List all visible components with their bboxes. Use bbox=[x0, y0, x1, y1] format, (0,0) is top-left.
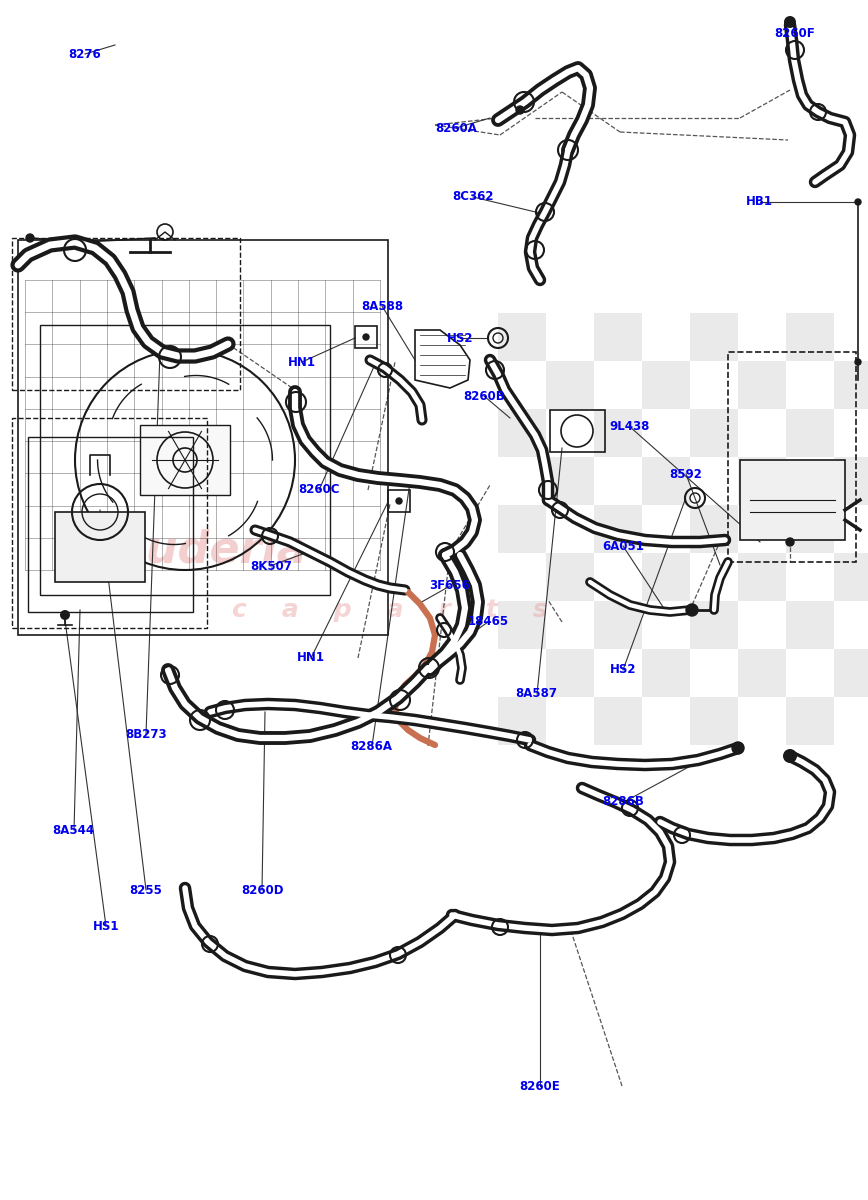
Text: 8592: 8592 bbox=[669, 468, 702, 480]
Bar bbox=[550, 410, 605, 452]
Bar bbox=[786, 601, 834, 649]
Text: 8255: 8255 bbox=[129, 884, 162, 896]
Text: 8A544: 8A544 bbox=[53, 824, 95, 836]
Bar bbox=[355, 326, 377, 348]
Text: 8286A: 8286A bbox=[351, 740, 392, 752]
Text: 3F656: 3F656 bbox=[429, 580, 470, 592]
Bar bbox=[40, 325, 330, 595]
Circle shape bbox=[784, 16, 796, 28]
Circle shape bbox=[396, 498, 402, 504]
Circle shape bbox=[855, 199, 861, 205]
Text: HB1: HB1 bbox=[746, 196, 773, 208]
Text: 8260B: 8260B bbox=[464, 390, 505, 402]
Bar bbox=[498, 697, 546, 745]
Text: HS1: HS1 bbox=[93, 920, 119, 932]
Bar bbox=[12, 238, 240, 390]
Bar bbox=[546, 553, 594, 601]
Text: 8A588: 8A588 bbox=[361, 300, 403, 312]
Bar bbox=[594, 697, 642, 745]
Bar bbox=[594, 505, 642, 553]
Text: 18465: 18465 bbox=[467, 616, 509, 628]
Text: 8286B: 8286B bbox=[602, 796, 644, 808]
Bar bbox=[738, 649, 786, 697]
Bar bbox=[12, 418, 207, 628]
Bar bbox=[738, 457, 786, 505]
Bar bbox=[498, 601, 546, 649]
Text: c    a    p    a    r    t    s: c a p a r t s bbox=[232, 598, 548, 622]
Text: 8260A: 8260A bbox=[435, 122, 477, 134]
Text: HN1: HN1 bbox=[288, 356, 316, 368]
Bar bbox=[728, 352, 856, 562]
Circle shape bbox=[786, 538, 794, 546]
Bar bbox=[834, 553, 868, 601]
Text: HS2: HS2 bbox=[610, 664, 636, 676]
Text: 8K507: 8K507 bbox=[250, 560, 292, 572]
Text: 8C362: 8C362 bbox=[452, 191, 494, 203]
Bar bbox=[786, 409, 834, 457]
Text: 6A051: 6A051 bbox=[602, 540, 644, 552]
Bar bbox=[690, 409, 738, 457]
Bar bbox=[834, 361, 868, 409]
Bar bbox=[498, 313, 546, 361]
Bar bbox=[786, 505, 834, 553]
Circle shape bbox=[732, 742, 744, 754]
Bar bbox=[546, 457, 594, 505]
Bar bbox=[28, 437, 193, 612]
Bar bbox=[834, 457, 868, 505]
Bar bbox=[546, 361, 594, 409]
Circle shape bbox=[60, 610, 70, 620]
Bar bbox=[642, 457, 690, 505]
Bar bbox=[594, 313, 642, 361]
Bar bbox=[642, 649, 690, 697]
Text: 8260D: 8260D bbox=[241, 884, 283, 896]
Text: 8260E: 8260E bbox=[520, 1080, 560, 1092]
Bar bbox=[690, 313, 738, 361]
Bar bbox=[642, 553, 690, 601]
Bar bbox=[388, 490, 410, 512]
Bar bbox=[594, 601, 642, 649]
Bar bbox=[498, 409, 546, 457]
Text: 8260F: 8260F bbox=[774, 28, 814, 40]
Bar bbox=[786, 697, 834, 745]
Circle shape bbox=[363, 334, 369, 340]
Text: 8260C: 8260C bbox=[299, 484, 340, 496]
Circle shape bbox=[783, 749, 797, 763]
Text: scuderia: scuderia bbox=[93, 528, 307, 571]
Text: 8B273: 8B273 bbox=[125, 728, 167, 740]
Text: HS2: HS2 bbox=[447, 332, 473, 344]
Text: 9L438: 9L438 bbox=[609, 420, 649, 432]
Circle shape bbox=[686, 604, 698, 616]
Bar bbox=[690, 505, 738, 553]
Bar bbox=[740, 460, 845, 540]
Circle shape bbox=[516, 106, 524, 114]
Bar bbox=[738, 553, 786, 601]
Text: 8A587: 8A587 bbox=[516, 688, 557, 700]
Bar bbox=[498, 505, 546, 553]
Bar bbox=[786, 313, 834, 361]
Text: 8276: 8276 bbox=[69, 48, 102, 60]
Circle shape bbox=[855, 359, 861, 365]
Bar bbox=[140, 425, 230, 494]
Circle shape bbox=[26, 234, 34, 242]
Bar bbox=[55, 512, 145, 582]
Bar bbox=[690, 601, 738, 649]
Bar bbox=[690, 697, 738, 745]
Bar bbox=[594, 409, 642, 457]
Bar bbox=[546, 649, 594, 697]
Text: HN1: HN1 bbox=[297, 652, 325, 664]
Bar bbox=[738, 361, 786, 409]
Bar bbox=[18, 240, 388, 635]
Bar bbox=[642, 361, 690, 409]
Bar bbox=[834, 649, 868, 697]
